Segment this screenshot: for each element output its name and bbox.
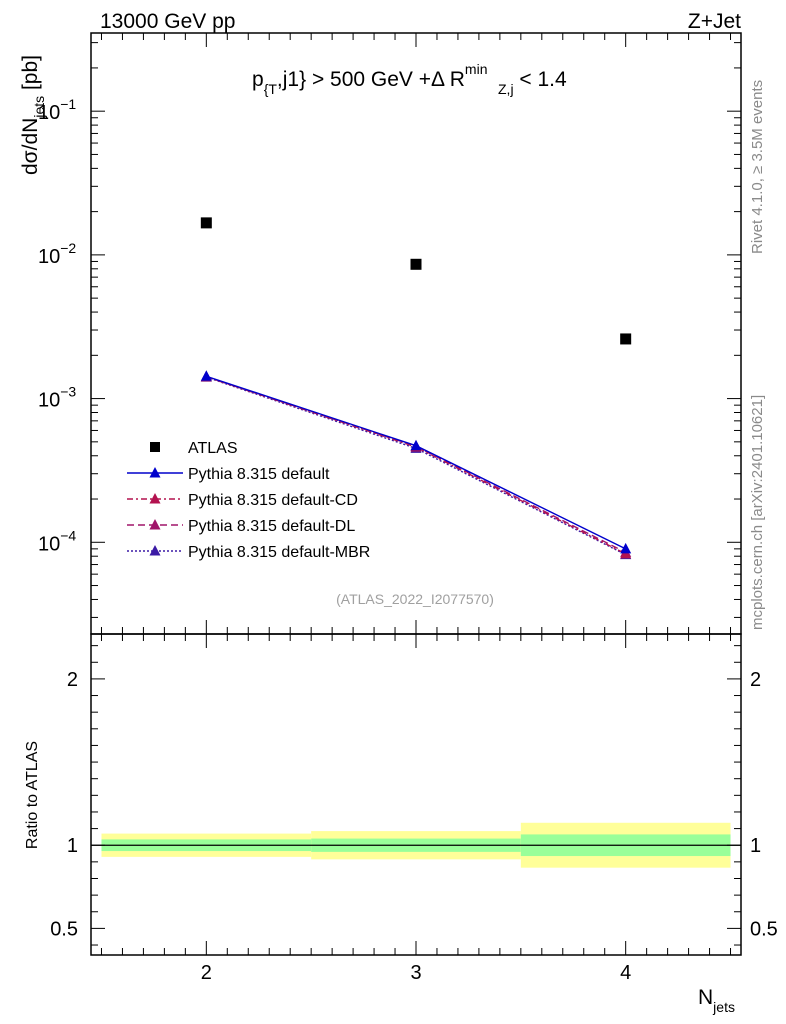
mcplots-watermark: mcplots.cern.ch [arXiv:2401.10621] [749,395,766,630]
legend-label-mbr: Pythia 8.315 default-MBR [188,544,370,561]
series-marker-default [410,439,422,451]
legend-marker-default [149,467,161,478]
title-part-b: ,j1} > 500 GeV +Δ R [277,68,465,91]
y-tick-exponent: −3 [60,384,76,400]
legend-label-cd: Pythia 8.315 default-CD [188,492,358,509]
legend-marker-mbr [149,545,161,556]
main-y-tick-label: 10−4 [38,527,76,555]
ratio-y-label: Ratio to ATLAS [24,741,41,849]
legend-marker-cd [149,493,161,504]
rivet-watermark: Rivet 4.1.0, ≥ 3.5M events [749,80,766,254]
y-tick-exponent: −2 [60,240,76,256]
legend-label-default: Pythia 8.315 default [188,466,330,483]
series-line-cd [206,376,626,555]
title-part-d: < 1.4 [514,68,567,91]
header-right: Z+Jet [688,10,741,33]
y-tick-exponent: −4 [60,527,76,543]
ratio-y-tick-label-left: 0.5 [50,918,78,940]
y-tick-base: 10 [38,102,60,124]
main-y-tick-label: 10−2 [38,240,76,268]
ratio-y-tick-label-left: 2 [67,669,78,691]
analysis-id: (ATLAS_2022_I2077570) [336,591,494,607]
y-tick-base: 10 [38,390,60,412]
main-y-tick-label: 10−1 [38,96,76,124]
x-tick-label: 2 [201,962,212,984]
legend-marker-dl [149,519,161,530]
y-tick-base: 10 [38,246,60,268]
atlas-data-point [410,258,422,270]
series-marker-default [620,542,632,554]
main-y-label-text: dσ/dN [19,118,42,175]
main-axis-ticks: 10−110−210−310−4 [38,33,741,634]
ratio-frame [90,633,742,956]
ratio-y-tick-label-right: 0.5 [750,918,778,940]
x-tick-labels: 2 3 4 [201,962,631,984]
legend: ATLAS Pythia 8.315 default Pythia 8.315 de… [127,440,370,561]
title-part-c-sub: Z,j [498,81,514,97]
main-y-label-sub: jets [31,96,47,119]
title-part-a-sub: {T [264,81,278,97]
plot-title: p{T,j1} > 500 GeV +Δ Rmin Z,j < 1.4 [252,61,567,97]
ratio-axis-ticks: 0.5 0.5 1 1 2 2 [50,634,778,955]
y-tick-exponent: −1 [60,96,76,112]
x-axis-label-sub: jets [712,999,735,1015]
main-y-label-unit: [pb] [19,55,42,96]
y-tick-base: 10 [38,533,60,555]
ratio-y-tick-label-left: 1 [67,835,78,857]
x-axis-label: Njets [698,986,735,1015]
legend-marker-atlas [150,442,160,452]
legend-label-atlas: ATLAS [188,440,238,457]
main-y-label: dσ/dNjets [pb] [19,55,47,175]
header-left: 13000 GeV pp [100,10,235,33]
ratio-y-tick-label-right: 2 [750,669,761,691]
atlas-data-point [200,217,212,229]
ratio-panel: 0.5 0.5 1 1 2 2 Ratio to ATLAS [24,633,778,956]
title-part-a: p [252,68,264,91]
x-tick-label: 3 [410,962,421,984]
title-part-c-sup: min [465,61,488,77]
series-marker-default [200,370,212,381]
x-tick-label: 4 [620,962,631,984]
main-panel: 10−110−210−310−4 p{T,j1} > 500 GeV +Δ Rm… [19,32,742,635]
ratio-y-tick-label-right: 1 [750,835,761,857]
legend-label-dl: Pythia 8.315 default-DL [188,518,355,535]
atlas-data-point [620,333,632,345]
main-series-group [200,217,632,560]
main-y-tick-label: 10−3 [38,384,76,412]
x-axis-label-text: N [698,986,713,1009]
